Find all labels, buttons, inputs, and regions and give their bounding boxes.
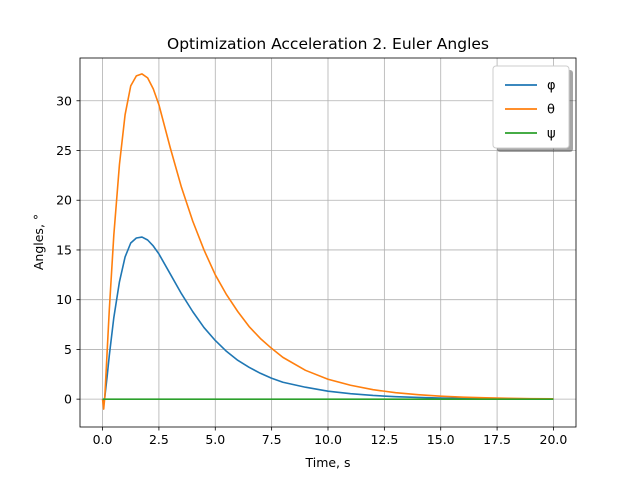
series-lines (101, 73, 554, 410)
y-tick-label: 5 (64, 342, 72, 357)
y-axis-ticks: 0 5 10 15 20 25 30 (56, 93, 80, 407)
legend-entries: φθψ (505, 79, 556, 142)
y-tick-label: 0 (64, 392, 72, 407)
y-tick-label: 25 (56, 143, 72, 158)
x-tick-label: 7.5 (262, 432, 282, 447)
legend-label: θ (547, 103, 555, 118)
x-tick-label: 0.0 (93, 432, 113, 447)
x-tick-label: 17.5 (483, 432, 511, 447)
x-tick-label: 10.0 (314, 432, 342, 447)
x-tick-label: 5.0 (205, 432, 225, 447)
legend: φθψ (492, 65, 573, 152)
legend-box (492, 65, 570, 149)
x-axis-label: Time, s (304, 455, 350, 470)
legend-label: ψ (547, 127, 556, 142)
x-tick-label: 2.5 (149, 432, 169, 447)
legend-label: φ (547, 79, 556, 94)
y-tick-label: 10 (56, 292, 72, 307)
x-tick-label: 15.0 (427, 432, 455, 447)
y-tick-label: 15 (56, 242, 72, 257)
chart-title: Optimization Acceleration 2. Euler Angle… (167, 35, 489, 53)
x-tick-label: 12.5 (370, 432, 398, 447)
y-tick-label: 30 (56, 93, 72, 108)
series-line (101, 73, 554, 410)
y-tick-label: 20 (56, 193, 72, 208)
series-line (101, 236, 554, 403)
y-axis-label: Angles, ° (31, 214, 46, 270)
x-axis-ticks: 0.0 2.5 5.0 7.5 10.0 12.5 15.0 17.5 20.0 (93, 427, 568, 447)
x-tick-label: 20.0 (540, 432, 568, 447)
